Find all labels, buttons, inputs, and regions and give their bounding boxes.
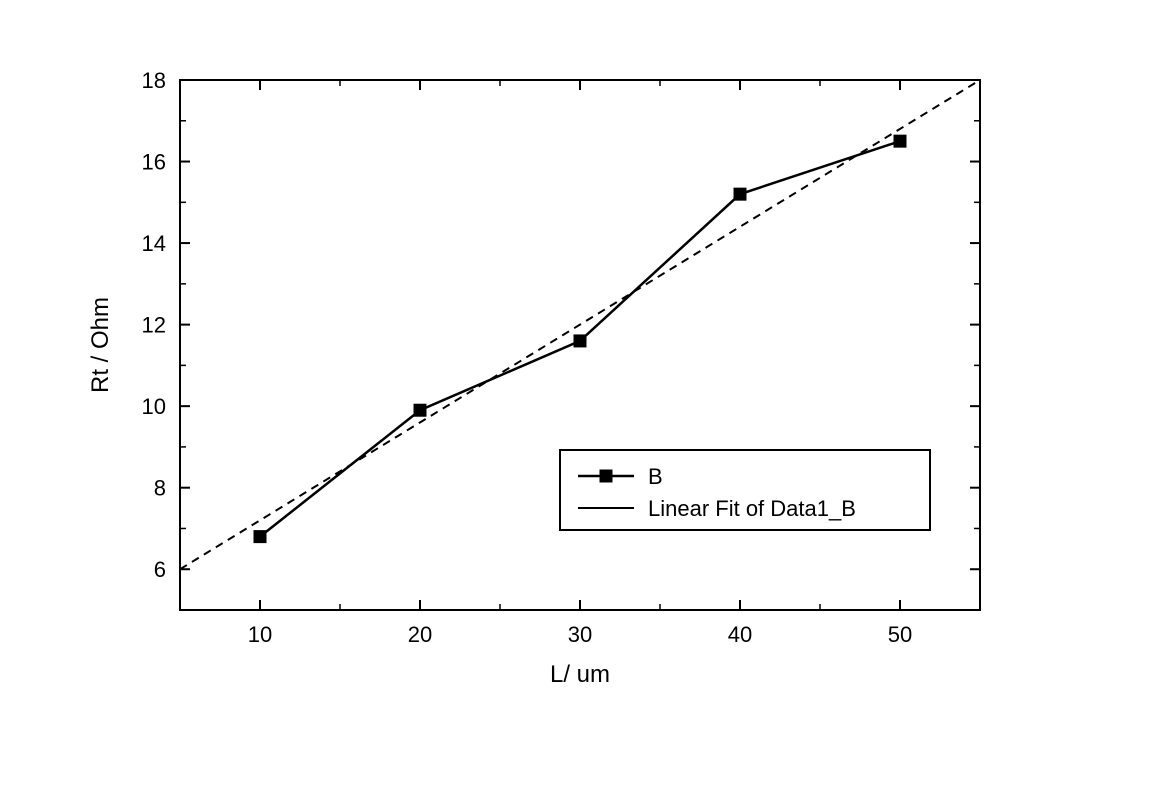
x-axis: 10 20 30 40 50: [180, 80, 980, 647]
data-marker: [254, 531, 266, 543]
x-tick-label: 40: [728, 622, 752, 647]
x-tick-label: 30: [568, 622, 592, 647]
legend: B Linear Fit of Data1_B: [560, 450, 930, 530]
y-tick-label: 10: [142, 394, 166, 419]
y-tick-label: 18: [142, 68, 166, 93]
legend-label-fit: Linear Fit of Data1_B: [648, 496, 856, 521]
x-axis-label: L/ um: [550, 661, 610, 688]
y-tick-label: 16: [142, 150, 166, 175]
x-tick-label: 20: [408, 622, 432, 647]
y-tick-label: 6: [154, 557, 166, 582]
x-tick-label: 50: [888, 622, 912, 647]
y-tick-label: 12: [142, 313, 166, 338]
x-tick-label: 10: [248, 622, 272, 647]
data-marker: [574, 335, 586, 347]
legend-label-series: B: [648, 464, 663, 489]
y-axis-label: Rt / Ohm: [87, 297, 114, 393]
data-marker: [414, 404, 426, 416]
y-tick-label: 14: [142, 231, 166, 256]
data-marker: [734, 188, 746, 200]
y-tick-label: 8: [154, 476, 166, 501]
line-chart: 10 20 30 40 50 6 8 10 12 14 16 18 B Linear Fit of D…: [0, 0, 1172, 804]
data-marker: [894, 135, 906, 147]
